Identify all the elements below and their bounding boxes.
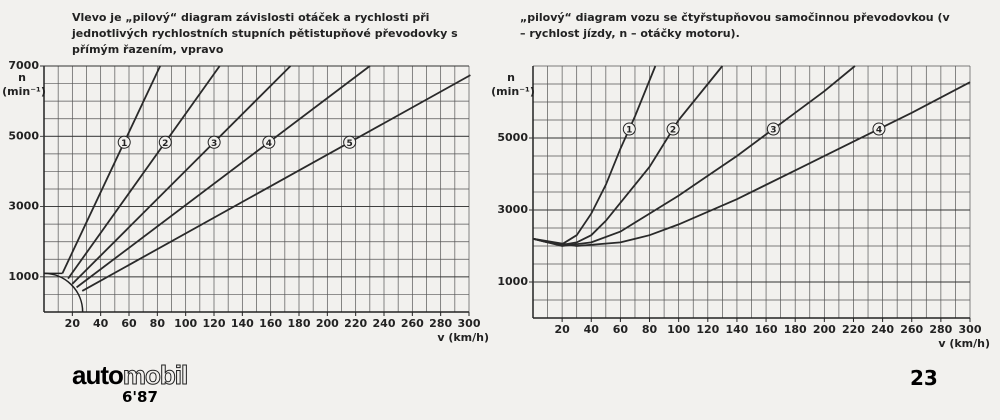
issue: 6'87 (122, 388, 158, 406)
x-tick-label: 100 (174, 317, 197, 330)
line (532, 65, 856, 247)
x-label: v (km/h) (437, 331, 489, 344)
x-tick-label: 300 (959, 323, 982, 336)
series-marker (343, 135, 357, 149)
series-label: 3 (770, 126, 776, 136)
x-tick-label: 20 (65, 317, 81, 330)
x-tick-label: 300 (458, 317, 481, 330)
series-label: 4 (876, 126, 882, 136)
x-tick-label: 80 (150, 317, 166, 330)
x-tick-label: 60 (613, 323, 629, 336)
series-marker (872, 122, 886, 136)
x-tick-label: 280 (429, 317, 452, 330)
line (532, 65, 657, 246)
x-tick-label: 220 (344, 317, 367, 330)
x-tick-label: 80 (642, 323, 658, 336)
x-tick-label: 240 (871, 323, 894, 336)
logo-bold: auto (72, 360, 124, 390)
series-label: 5 (347, 139, 353, 149)
x-tick-label: 200 (813, 323, 836, 336)
caption: Vlevo je „pilový“ diagram závislosti otá… (72, 11, 458, 56)
y-tick-label: 5000 (497, 131, 528, 144)
line (71, 65, 292, 285)
y-tick-label: 5000 (8, 129, 39, 142)
x-tick-label: 140 (725, 323, 748, 336)
logo-outline: mobil (122, 360, 188, 391)
y-tick-label: 1000 (8, 270, 39, 283)
y-tick-label: 1000 (497, 275, 528, 288)
page-number: 23 (910, 366, 938, 390)
line (61, 65, 161, 274)
x-label: v (km/h) (938, 337, 990, 350)
x-tick-label: 120 (696, 323, 719, 336)
series-marker (207, 135, 221, 149)
x-tick-label: 120 (203, 317, 226, 330)
series-label: 1 (121, 139, 127, 149)
x-tick-label: 160 (259, 317, 282, 330)
x-tick-label: 20 (554, 323, 570, 336)
y-tick-label: 3000 (497, 203, 528, 216)
x-tick-label: 180 (784, 323, 807, 336)
series-marker (158, 135, 172, 149)
x-tick-label: 260 (401, 317, 424, 330)
y-label-unit: (min⁻¹) (2, 85, 46, 98)
series-label: 4 (266, 139, 272, 149)
series-label: 1 (626, 126, 632, 136)
x-tick-label: 140 (231, 317, 254, 330)
y-tick-label: 3000 (8, 200, 39, 213)
series-label: 2 (670, 126, 676, 136)
x-tick-label: 60 (121, 317, 137, 330)
x-tick-label: 40 (93, 317, 109, 330)
y-label: n (507, 71, 515, 84)
x-tick-label: 200 (316, 317, 339, 330)
x-tick-label: 160 (755, 323, 778, 336)
series-marker (622, 122, 636, 136)
line (67, 65, 221, 280)
x-tick-label: 40 (584, 323, 600, 336)
series-marker (262, 135, 276, 149)
y-tick-label: 7000 (8, 59, 39, 72)
line (81, 74, 471, 292)
x-tick-label: 100 (667, 323, 690, 336)
x-tick-label: 180 (288, 317, 311, 330)
x-tick-label: 240 (373, 317, 396, 330)
x-tick-label: 280 (929, 323, 952, 336)
x-tick-label: 260 (900, 323, 923, 336)
caption: „pilový“ diagram vozu se čtyřstupňovou s… (520, 11, 950, 40)
x-tick-label: 220 (842, 323, 865, 336)
y-label-unit: (min⁻¹) (491, 85, 535, 98)
series-label: 3 (211, 139, 217, 149)
series-label: 2 (162, 139, 168, 149)
line (76, 65, 371, 289)
series-marker (117, 135, 131, 149)
series-marker (766, 122, 780, 136)
series-marker (666, 122, 680, 136)
y-label: n (18, 71, 26, 84)
logo: automobil (72, 360, 189, 391)
